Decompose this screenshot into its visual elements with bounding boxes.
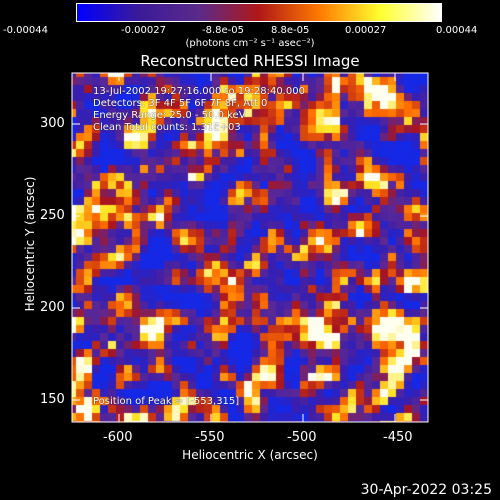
y-tick-label: 250 [40, 208, 65, 223]
x-tick-label: -600 [103, 430, 133, 445]
colorbar-units: (photons cm⁻² s⁻¹ asec⁻²) [185, 38, 315, 49]
x-axis-title: Heliocentric X (arcsec) [182, 448, 318, 462]
colorbar-gradient [77, 4, 441, 21]
y-tick-label: 200 [40, 300, 65, 315]
annotation-energy-range: Energy Range: 25.0 - 50.0 keV [93, 110, 246, 121]
annotation-detectors: Detectors: 3F 4F 5F 6F 7F 8F, Att 0 [93, 98, 268, 109]
colorbar-tick-label: 0.00027 [345, 25, 387, 36]
annotation-clean-counts: Clean Total counts: 1.31E+03 [93, 122, 241, 133]
colorbar-tick-label: 8.8e-05 [271, 25, 310, 36]
y-tick-label: 300 [40, 116, 65, 131]
y-tick-label: 150 [40, 392, 65, 407]
annotation-time-range: 13-Jul-2002 19:27:16.000 to 19:28:40.000 [93, 86, 305, 97]
x-tick-label: -500 [287, 430, 317, 445]
annotation-peak-position: Position of Peak = [-553,315] [93, 396, 240, 407]
footer-timestamp: 30-Apr-2022 03:25 [360, 482, 492, 498]
colorbar-tick-label: 0.00044 [436, 25, 478, 36]
x-tick-label: -450 [383, 430, 413, 445]
plot-axes-frame [71, 72, 429, 423]
y-axis-title: Heliocentric Y (arcsec) [23, 176, 37, 312]
colorbar-tick-label: -8.8e-05 [202, 25, 244, 36]
image-plot: 13-Jul-2002 19:27:16.000 to 19:28:40.000… [71, 72, 429, 423]
x-tick-label: -550 [195, 430, 225, 445]
colorbar-tick-label: -0.00027 [121, 25, 166, 36]
colorbar [76, 3, 442, 22]
plot-title: Reconstructed RHESSI Image [140, 52, 360, 70]
rhessi-image-heatmap [72, 73, 428, 422]
colorbar-tick-label: -0.00044 [3, 25, 48, 36]
